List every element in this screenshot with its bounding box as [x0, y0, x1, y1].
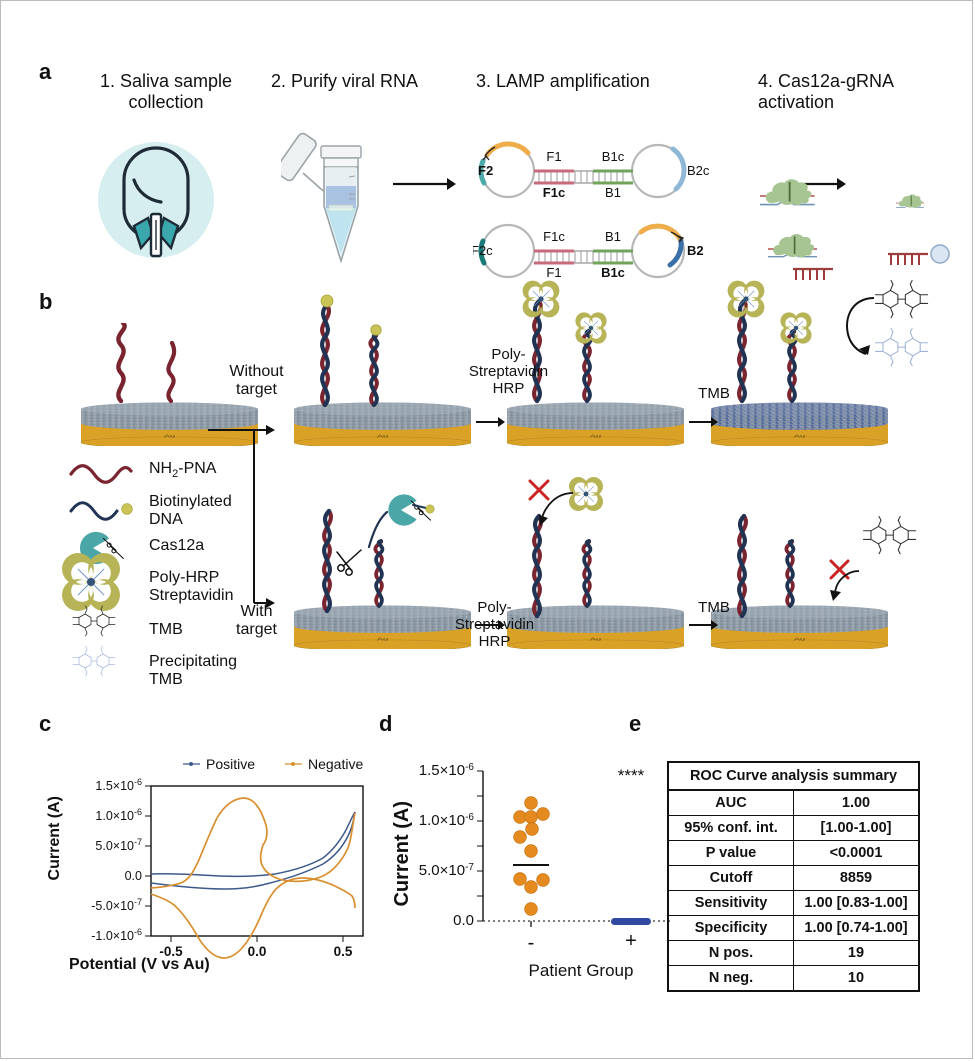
svg-text:B1c: B1c [601, 265, 625, 280]
svg-text:Patient Group: Patient Group [529, 961, 634, 980]
svg-text:+: + [625, 930, 637, 952]
svg-text:1.5×10-6: 1.5×10-6 [95, 777, 142, 793]
svg-text:****: **** [618, 766, 645, 785]
svg-text:5.0×10-7: 5.0×10-7 [95, 837, 142, 853]
svg-text:B1c: B1c [602, 149, 625, 164]
svg-text:F2c: F2c [473, 243, 493, 258]
svg-text:0.0: 0.0 [125, 869, 142, 883]
svg-text:-1.0×10-6: -1.0×10-6 [91, 927, 142, 943]
svg-text:B1: B1 [605, 229, 621, 244]
svg-text:F2: F2 [478, 163, 493, 178]
svg-text:0.5: 0.5 [334, 944, 353, 959]
svg-text:B1: B1 [605, 185, 621, 200]
svg-text:1.5×10-6: 1.5×10-6 [419, 762, 475, 779]
svg-text:B2: B2 [687, 243, 704, 258]
svg-text:Positive: Positive [206, 756, 255, 772]
svg-text:0.0: 0.0 [453, 912, 474, 929]
svg-text:F1: F1 [546, 149, 561, 164]
svg-text:B2c: B2c [687, 163, 710, 178]
svg-text:-: - [528, 932, 535, 954]
svg-text:F1c: F1c [543, 185, 565, 200]
svg-text:-5.0×10-7: -5.0×10-7 [91, 897, 142, 913]
svg-text:1.0×10-6: 1.0×10-6 [95, 807, 142, 823]
svg-text:F1: F1 [546, 265, 561, 280]
svg-text:Negative: Negative [308, 756, 363, 772]
svg-text:1.0×10-6: 1.0×10-6 [419, 812, 475, 829]
svg-text:5.0×10-7: 5.0×10-7 [419, 862, 475, 879]
svg-text:0.0: 0.0 [248, 944, 267, 959]
svg-text:F1c: F1c [543, 229, 565, 244]
